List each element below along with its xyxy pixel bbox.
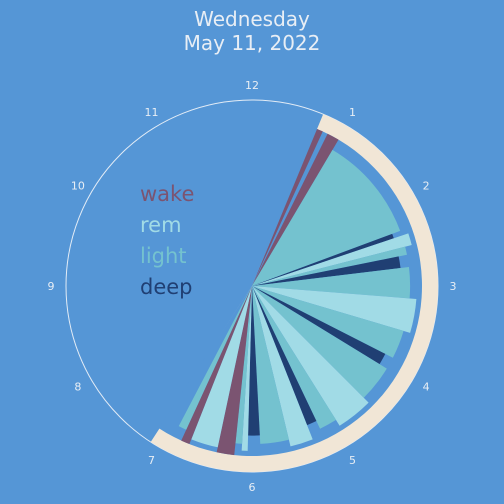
hour-label-8: 8 (74, 381, 81, 394)
segment-deep (248, 286, 260, 436)
segment-deep (252, 286, 386, 365)
hour-label-9: 9 (48, 280, 55, 293)
segment-light (252, 267, 411, 299)
hour-label-12: 12 (245, 79, 259, 92)
segment-light (252, 286, 337, 429)
hour-label-11: 11 (145, 106, 159, 119)
segment-rem (252, 286, 417, 333)
hour-label-10: 10 (71, 180, 85, 193)
hour-label-5: 5 (349, 454, 356, 467)
segment-rem (252, 286, 313, 447)
segment-rem (252, 286, 369, 426)
hour-label-1: 1 (349, 106, 356, 119)
hour-label-3: 3 (450, 280, 457, 293)
segment-wake (181, 286, 252, 445)
segment-light (252, 286, 289, 444)
segment-rem (191, 286, 252, 448)
segment-deep (252, 256, 401, 286)
hour-label-7: 7 (148, 454, 155, 467)
hour-label-6: 6 (249, 481, 256, 494)
segment-light (252, 286, 404, 358)
segment-wake (252, 133, 339, 286)
chart-title: Wednesday May 11, 2022 (0, 7, 504, 55)
segment-light (252, 246, 407, 286)
legend-rem: rem (140, 213, 182, 237)
legend-deep: deep (140, 275, 193, 299)
segment-rem (241, 286, 252, 451)
segment-light (178, 286, 252, 430)
title-date: May 11, 2022 (183, 31, 321, 55)
segment-wake (216, 286, 252, 456)
segment-light (235, 286, 252, 444)
segment-deep (252, 286, 317, 426)
hour-label-2: 2 (423, 180, 430, 193)
hour-label-4: 4 (423, 381, 430, 394)
segment-light (252, 286, 387, 398)
title-day: Wednesday (194, 7, 310, 31)
segment-rem (252, 233, 412, 286)
segment-deep (252, 233, 394, 286)
segment-wake (252, 128, 323, 286)
segment-light (252, 149, 401, 286)
legend-wake: wake (140, 182, 195, 206)
legend-light: light (140, 244, 187, 268)
